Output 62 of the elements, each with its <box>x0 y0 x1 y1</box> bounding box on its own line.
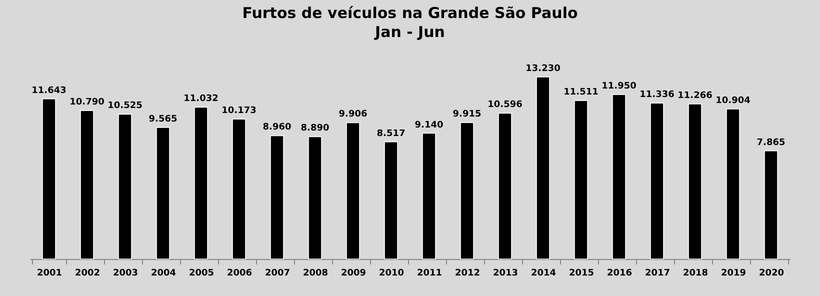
x-tick-label: 2013 <box>492 268 518 278</box>
x-tick-label: 2018 <box>682 268 708 278</box>
bar <box>650 102 664 260</box>
bar <box>498 112 512 260</box>
x-tick-label: 2016 <box>606 268 632 278</box>
bar <box>764 150 778 260</box>
x-tick-label: 2010 <box>378 268 404 278</box>
x-tick-label: 2008 <box>302 268 328 278</box>
data-label: 11.336 <box>640 90 674 100</box>
bar <box>688 104 702 260</box>
data-label: 10.596 <box>488 100 522 110</box>
bar <box>80 110 94 260</box>
data-label: 7.865 <box>756 138 786 148</box>
chart-title: Furtos de veículos na Grande São Paulo <box>242 4 578 22</box>
x-tick-label: 2002 <box>74 268 100 278</box>
x-tick-label: 2011 <box>416 268 442 278</box>
data-label: 9.140 <box>414 120 444 130</box>
x-tick-label: 2019 <box>720 268 746 278</box>
bar <box>612 94 626 260</box>
x-tick-label: 2009 <box>340 268 366 278</box>
bar <box>270 135 284 260</box>
bar <box>346 122 360 260</box>
data-label: 11.032 <box>184 94 218 104</box>
x-tick-label: 2007 <box>264 268 290 278</box>
x-tick-label: 2004 <box>150 268 176 278</box>
x-tick-label: 2012 <box>454 268 480 278</box>
bar <box>536 76 550 260</box>
data-label: 9.906 <box>338 110 368 120</box>
bar <box>726 108 740 260</box>
data-label: 11.511 <box>564 88 598 98</box>
data-label: 10.173 <box>222 106 256 116</box>
x-tick-label: 2006 <box>226 268 252 278</box>
data-label: 9.915 <box>452 110 482 120</box>
x-tick-label: 2005 <box>188 268 214 278</box>
x-tick-label: 2003 <box>112 268 138 278</box>
data-label: 8.960 <box>262 122 292 133</box>
bar <box>194 106 208 260</box>
x-tick-label: 2001 <box>36 268 62 278</box>
bar <box>308 136 322 260</box>
x-tick-label: 2015 <box>568 268 594 278</box>
bar <box>422 132 436 260</box>
data-label: 9.565 <box>148 114 178 124</box>
x-tick-label: 2020 <box>758 268 784 278</box>
data-label: 11.950 <box>602 82 636 92</box>
data-label: 8.517 <box>376 128 406 139</box>
x-tick-label: 2017 <box>644 268 670 278</box>
bar <box>384 141 398 260</box>
bar <box>574 100 588 260</box>
data-label: 10.790 <box>70 98 104 108</box>
data-label: 11.643 <box>32 86 66 96</box>
data-label: 10.904 <box>716 96 750 106</box>
x-tick-label: 2014 <box>530 268 556 278</box>
bar <box>156 127 170 260</box>
data-label: 10.525 <box>108 101 142 112</box>
data-label: 11.266 <box>678 91 712 102</box>
data-label: 13.230 <box>526 64 560 74</box>
bar <box>42 98 56 260</box>
data-label: 8.890 <box>300 124 330 134</box>
bar <box>232 118 246 260</box>
bar <box>460 122 474 260</box>
chart-subtitle: Jan - Jun <box>374 23 445 41</box>
bar <box>118 114 132 260</box>
